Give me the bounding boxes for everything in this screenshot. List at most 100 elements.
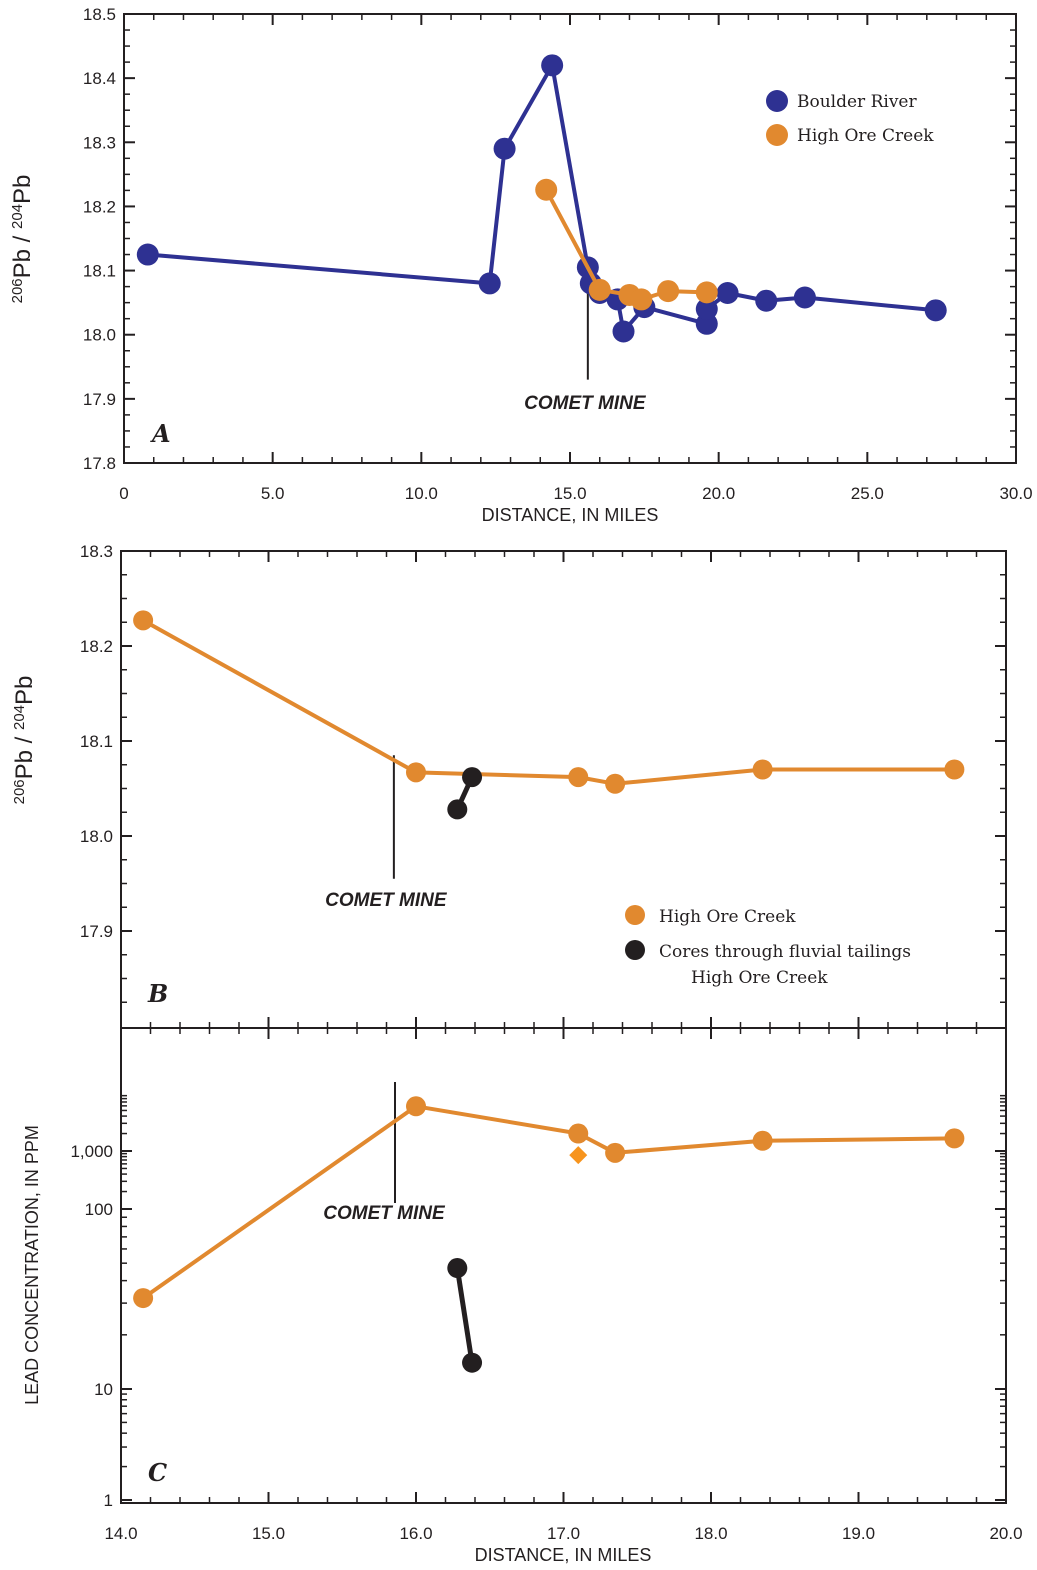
x-tick-label: 0 bbox=[119, 484, 128, 503]
y-axis-title-part: Pb bbox=[9, 249, 36, 278]
y-axis-title-part: Pb bbox=[11, 676, 38, 705]
cores-tailings-point bbox=[447, 799, 468, 820]
high-ore-creek-point bbox=[630, 288, 653, 311]
high-ore-creek-point bbox=[605, 773, 626, 794]
x-tick-label: 30.0 bbox=[999, 484, 1032, 503]
y-tick-label: 18.3 bbox=[83, 133, 116, 152]
legend-cores-label-2: High Ore Creek bbox=[691, 968, 828, 988]
boulder-river-line bbox=[147, 63, 936, 334]
x-tick-label: 16.0 bbox=[399, 1524, 432, 1543]
x-tick-label: 14.0 bbox=[104, 1524, 137, 1543]
boulder-river-point bbox=[493, 137, 516, 160]
y-axis-title-part: 204 bbox=[11, 705, 28, 730]
y-tick-label: 18.0 bbox=[83, 326, 116, 345]
y-axis-title: LEAD CONCENTRATION, IN PPM bbox=[22, 1125, 42, 1405]
legend-high-ore-marker bbox=[625, 905, 645, 925]
x-axis-title: DISTANCE, IN MILES bbox=[475, 1545, 652, 1565]
y-tick-label: 100 bbox=[85, 1200, 113, 1219]
y-axis-title: 206Pb / 204Pb bbox=[9, 175, 36, 304]
y-axis-title: 206Pb / 204Pb bbox=[11, 676, 38, 805]
y-axis-title-part: 204 bbox=[9, 204, 26, 229]
panel-a: 0 5.0 10.0 15.0 20.0 25.0 30.0 17.8 17.9 18.0 18.1… bbox=[9, 5, 1033, 525]
y-tick-label: 18.2 bbox=[83, 197, 116, 216]
high-ore-creek-point bbox=[588, 278, 611, 301]
y-tick-label: 18.4 bbox=[83, 69, 116, 88]
y-axis-title-part: 206 bbox=[11, 779, 28, 804]
x-tick-label: 5.0 bbox=[261, 484, 285, 503]
x-tick-label: 20.0 bbox=[702, 484, 735, 503]
high-ore-creek-point bbox=[568, 767, 589, 788]
high-ore-creek-point bbox=[406, 1096, 426, 1117]
y-tick-label: 18.5 bbox=[83, 5, 116, 24]
legend-high-ore-label: High Ore Creek bbox=[797, 126, 934, 146]
legend-high-ore-marker bbox=[766, 124, 788, 146]
y-tick-label: 18.0 bbox=[80, 827, 113, 846]
x-tick-label: 18.0 bbox=[694, 1524, 727, 1543]
boulder-river-point bbox=[695, 298, 718, 321]
panel-letter-a: A bbox=[150, 419, 171, 448]
x-tick-label: 19.0 bbox=[842, 1524, 875, 1543]
x-tick-label: 20.0 bbox=[989, 1524, 1022, 1543]
panel-c: 1 10 100 1,000 14.0 15.0 16.0 17.0 18.0 19.0 20.0 D… bbox=[22, 1027, 1023, 1565]
legend-cores-label-1: Cores through fluvial tailings bbox=[659, 942, 911, 962]
comet-mine-label: COMET MINE bbox=[325, 890, 448, 911]
boulder-river-point bbox=[793, 286, 816, 309]
y-axis-title-part: / bbox=[11, 730, 38, 750]
high-ore-creek-point bbox=[752, 1130, 773, 1151]
cores-tailings-point bbox=[462, 767, 483, 788]
high-ore-creek-point bbox=[657, 280, 680, 303]
high-ore-creek-point bbox=[752, 759, 773, 780]
y-tick-label: 10 bbox=[94, 1380, 113, 1399]
high-ore-creek-point bbox=[568, 1123, 589, 1144]
cores-tailings-point bbox=[447, 1258, 468, 1279]
legend-cores-marker bbox=[625, 940, 645, 960]
y-axis-title-part: / bbox=[9, 229, 36, 249]
plot-frame bbox=[120, 1027, 1007, 1504]
cores-tailings-point bbox=[462, 1352, 483, 1373]
high-ore-creek-point bbox=[535, 178, 558, 201]
high-ore-creek-line bbox=[544, 188, 707, 302]
boulder-river-point bbox=[924, 299, 947, 322]
high-ore-creek-point bbox=[133, 1288, 154, 1309]
y-tick-label: 1 bbox=[104, 1491, 113, 1510]
y-axis-title-part: Pb bbox=[11, 750, 38, 779]
boulder-river-point bbox=[716, 282, 739, 305]
high-ore-creek-point bbox=[605, 1142, 626, 1163]
y-tick-label: 18.1 bbox=[80, 732, 113, 751]
x-tick-label: 17.0 bbox=[547, 1524, 580, 1543]
boulder-river-point bbox=[755, 289, 778, 312]
high-ore-creek-point bbox=[944, 759, 965, 780]
panel-letter-c: C bbox=[148, 1458, 167, 1487]
legend-boulder-label: Boulder River bbox=[797, 92, 917, 112]
boulder-river-point bbox=[136, 243, 159, 266]
cores-tailings-line bbox=[454, 1267, 475, 1364]
y-tick-label: 17.9 bbox=[80, 922, 113, 941]
high-ore-creek-line bbox=[142, 618, 955, 786]
high-ore-creek-point bbox=[406, 762, 426, 783]
high-ore-creek-point bbox=[944, 1128, 965, 1149]
legend-high-ore-label: High Ore Creek bbox=[659, 907, 796, 927]
x-tick-label: 10.0 bbox=[405, 484, 438, 503]
high-ore-creek-point bbox=[133, 610, 154, 631]
y-tick-label: 1,000 bbox=[70, 1142, 113, 1161]
y-tick-label: 17.8 bbox=[83, 454, 116, 473]
y-tick-label: 18.1 bbox=[83, 262, 116, 281]
x-axis-title: DISTANCE, IN MILES bbox=[482, 505, 659, 525]
y-tick-label: 18.3 bbox=[80, 542, 113, 561]
legend-boulder-marker bbox=[766, 90, 788, 112]
high-ore-creek-diamond-point bbox=[569, 1146, 588, 1165]
comet-mine-label: COMET MINE bbox=[524, 393, 647, 414]
y-tick-label: 18.2 bbox=[80, 637, 113, 656]
high-ore-creek-point bbox=[695, 281, 718, 304]
y-axis-title-part: Pb bbox=[9, 175, 36, 204]
comet-mine-label: COMET MINE bbox=[323, 1203, 446, 1224]
y-axis-title-part: 206 bbox=[9, 278, 26, 303]
x-tick-label: 25.0 bbox=[851, 484, 884, 503]
x-tick-label: 15.0 bbox=[252, 1524, 285, 1543]
high-ore-creek-line bbox=[141, 1104, 955, 1300]
boulder-river-point bbox=[612, 320, 635, 343]
y-tick-label: 17.9 bbox=[83, 390, 116, 409]
boulder-river-point bbox=[478, 272, 501, 295]
